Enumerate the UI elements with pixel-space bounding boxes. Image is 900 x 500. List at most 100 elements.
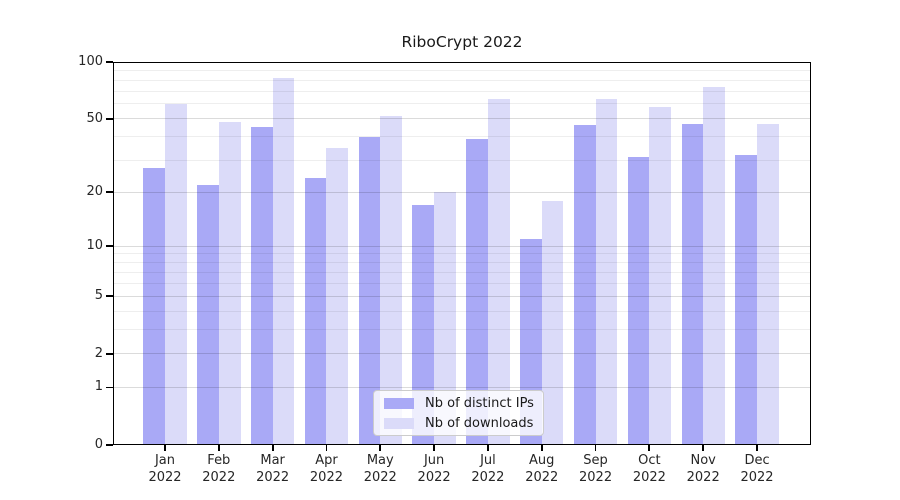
x-tick-label-apr: Apr 2022 xyxy=(294,452,358,486)
y-tick-label-1: 1 xyxy=(94,379,103,395)
gridline-y-90 xyxy=(113,70,811,72)
x-tick-year: 2022 xyxy=(309,470,343,485)
y-tick-20 xyxy=(106,191,113,194)
legend-label-distinct-ips: Nb of distinct IPs xyxy=(425,395,534,411)
bar-nb-of-distinct-ips-jul xyxy=(466,138,488,445)
gridline-y-100 xyxy=(113,61,811,63)
plot-area: Nb of distinct IPs Nb of downloads xyxy=(113,61,811,445)
bar-nb-of-downloads-apr xyxy=(326,147,349,445)
x-tick-month: Jan xyxy=(154,453,176,468)
y-tick-100 xyxy=(106,61,113,63)
x-tick-year: 2022 xyxy=(148,470,182,485)
y-tick-5 xyxy=(106,295,113,298)
x-tick-month: Feb xyxy=(207,453,231,468)
x-tick-year: 2022 xyxy=(740,470,774,485)
y-tick-50 xyxy=(106,117,113,120)
y-tick-label-0: 0 xyxy=(94,437,103,452)
bar-nb-of-distinct-ips-jun xyxy=(412,205,435,445)
y-tick-label-50: 50 xyxy=(86,110,103,126)
gridline-y-70 xyxy=(113,90,811,92)
y-tick-0 xyxy=(106,444,113,446)
bar-nb-of-downloads-may xyxy=(380,115,402,445)
legend-swatch-distinct-ips xyxy=(384,397,414,409)
x-tick-label-oct: Oct 2022 xyxy=(617,452,681,486)
gridline-y-9 xyxy=(113,253,811,255)
y-tick-label-20: 20 xyxy=(86,184,103,200)
bar-nb-of-distinct-ips-dec xyxy=(735,154,757,445)
x-tick-oct xyxy=(648,445,651,451)
bar-nb-of-downloads-jun xyxy=(434,192,456,445)
x-tick-label-jan: Jan 2022 xyxy=(133,452,197,486)
x-tick-year: 2022 xyxy=(363,470,397,485)
bar-nb-of-distinct-ips-sep xyxy=(573,125,596,445)
x-tick-month: Aug xyxy=(529,453,555,468)
gridline-y-80 xyxy=(113,79,811,81)
x-tick-label-aug: Aug 2022 xyxy=(510,452,574,486)
x-tick-month: Sep xyxy=(583,453,608,468)
x-tick-nov xyxy=(702,445,705,451)
chart-title: RiboCrypt 2022 xyxy=(401,33,523,51)
x-tick-apr xyxy=(325,445,328,451)
x-tick-month: Jul xyxy=(480,453,496,468)
bar-nb-of-distinct-ips-oct xyxy=(627,157,650,445)
x-tick-year: 2022 xyxy=(202,470,236,485)
x-tick-year: 2022 xyxy=(256,470,290,485)
x-tick-label-mar: Mar 2022 xyxy=(241,452,305,486)
x-tick-label-feb: Feb 2022 xyxy=(187,452,251,486)
x-tick-sep xyxy=(594,445,597,451)
y-tick-10 xyxy=(106,245,113,247)
x-tick-month: Nov xyxy=(690,453,716,468)
bar-nb-of-downloads-dec xyxy=(757,123,779,445)
gridline-y-20 xyxy=(113,191,811,193)
bar-nb-of-downloads-nov xyxy=(703,86,725,445)
bar-nb-of-downloads-oct xyxy=(649,106,672,445)
bar-nb-of-distinct-ips-apr xyxy=(304,177,327,445)
bar-nb-of-downloads-jul xyxy=(487,98,510,445)
legend-item-downloads: Nb of downloads xyxy=(384,416,533,431)
x-tick-month: Apr xyxy=(315,453,338,468)
x-tick-may xyxy=(379,445,382,451)
gridline-y-30 xyxy=(113,159,811,161)
x-tick-jul xyxy=(487,445,489,451)
bar-nb-of-downloads-aug xyxy=(541,200,564,445)
gridline-y-5 xyxy=(113,295,811,297)
x-tick-jun xyxy=(433,445,435,451)
legend-item-distinct-ips: Nb of distinct IPs xyxy=(384,395,534,411)
bar-nb-of-distinct-ips-nov xyxy=(681,123,704,445)
y-tick-label-2: 2 xyxy=(94,345,103,361)
gridline-y-7 xyxy=(113,271,811,273)
bar-nb-of-distinct-ips-jan xyxy=(143,168,165,445)
x-tick-year: 2022 xyxy=(686,470,720,485)
x-tick-aug xyxy=(540,445,543,451)
x-tick-year: 2022 xyxy=(632,470,666,485)
bar-nb-of-downloads-jan xyxy=(165,103,187,445)
legend-label-downloads: Nb of downloads xyxy=(425,415,534,431)
gridline-y-60 xyxy=(113,103,811,105)
x-tick-label-jun: Jun 2022 xyxy=(402,452,466,486)
bar-nb-of-distinct-ips-mar xyxy=(250,127,273,445)
gridline-y-4 xyxy=(113,310,811,312)
x-tick-month: May xyxy=(366,453,394,468)
x-tick-feb xyxy=(217,445,220,451)
gridline-y-8 xyxy=(113,262,811,264)
x-tick-month: Oct xyxy=(638,453,661,468)
x-tick-year: 2022 xyxy=(471,470,505,485)
x-tick-dec xyxy=(756,445,758,451)
gridline-y-6 xyxy=(113,283,811,284)
bar-nb-of-downloads-feb xyxy=(218,122,241,445)
x-tick-label-sep: Sep 2022 xyxy=(564,452,628,486)
gridline-y-2 xyxy=(113,353,811,355)
bar-nb-of-downloads-sep xyxy=(595,98,618,445)
gridline-y-10 xyxy=(113,245,811,247)
x-tick-label-jul: Jul 2022 xyxy=(456,452,520,486)
gridline-y-40 xyxy=(113,136,811,138)
x-tick-year: 2022 xyxy=(579,470,613,485)
x-tick-month: Mar xyxy=(260,453,285,468)
x-tick-jan xyxy=(164,445,166,451)
bar-nb-of-downloads-mar xyxy=(272,78,295,445)
x-tick-month: Dec xyxy=(744,453,770,468)
y-tick-label-10: 10 xyxy=(86,238,103,253)
x-tick-year: 2022 xyxy=(525,470,559,485)
y-tick-2 xyxy=(106,352,113,355)
